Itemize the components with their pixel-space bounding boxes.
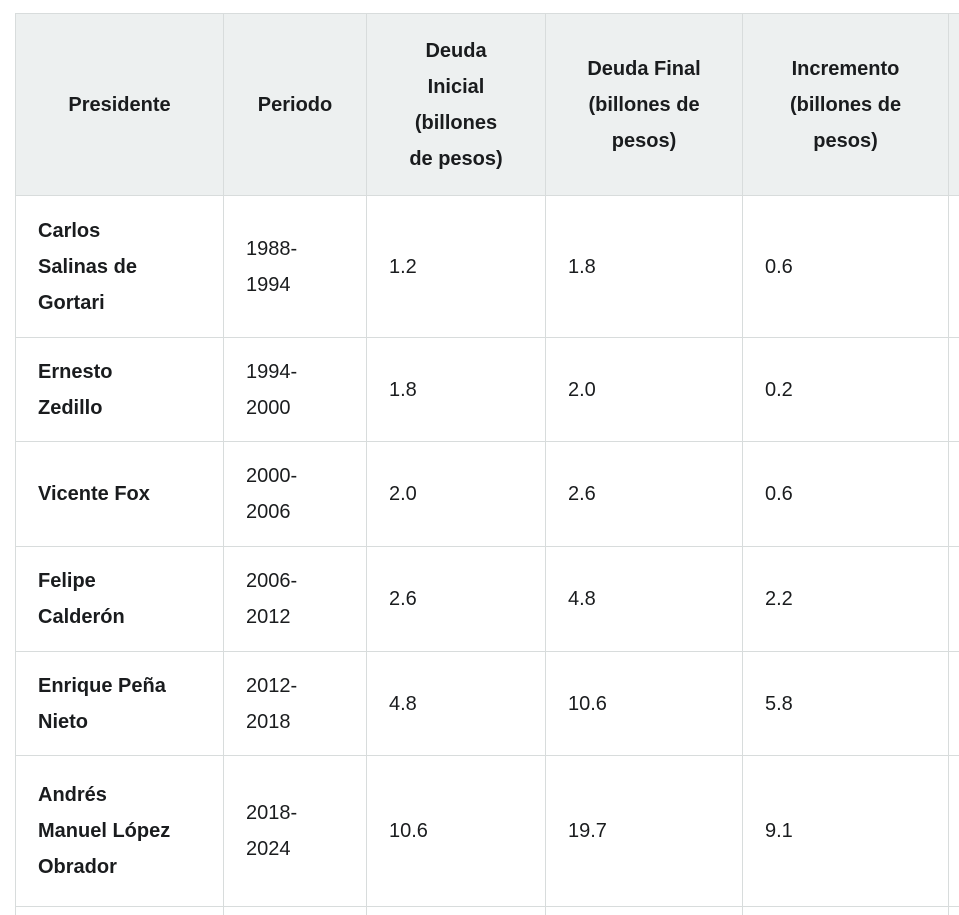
deuda-inicial-value: 4.8 [389,692,417,715]
incremento-value: 2.2 [765,588,793,610]
cell-clipped [948,546,959,652]
cell-presidente: Enrique Peña Nieto [15,651,224,756]
presidents-debt-table: Presidente Periodo Deuda Inicial (billon… [15,13,959,915]
column-header-label: Deuda Final (billones de pesos) [587,57,701,152]
cell-periodo [223,906,367,915]
cell-incremento: 2.2 [742,546,949,652]
incremento-value: 5.8 [765,692,793,715]
cell-presidente: Felipe Calderón [15,546,224,652]
cell-incremento: 0.2 [742,337,949,442]
deuda-inicial-value: 10.6 [389,820,428,842]
table-row: Carlos Salinas de Gortari 1988-1994 1.2 … [15,195,959,338]
cell-clipped [948,651,959,756]
cell-presidente: Vicente Fox [15,441,224,547]
table-row: Enrique Peña Nieto 2012-2018 4.8 10.6 5.… [15,651,959,756]
table-body: Carlos Salinas de Gortari 1988-1994 1.2 … [15,195,959,915]
incremento-value: 0.2 [765,378,793,401]
president-name: Enrique Peña Nieto [38,674,166,733]
cell-presidente: Carlos Salinas de Gortari [15,195,224,338]
header-row: Presidente Periodo Deuda Inicial (billon… [15,13,959,196]
cell-deuda-inicial [366,906,546,915]
cell-clipped [948,755,959,907]
deuda-final-value: 2.0 [568,378,596,401]
column-header-label: Presidente [68,93,171,116]
cell-clipped [948,195,959,338]
column-header-periodo: Periodo [223,13,367,196]
cell-periodo: 1988-1994 [223,195,367,338]
incremento-value: 0.6 [765,483,793,505]
table-row: Andrés Manuel López Obrador 2018-2024 10… [15,755,959,907]
table-header: Presidente Periodo Deuda Inicial (billon… [15,13,959,196]
cell-deuda-final: 4.8 [545,546,743,652]
cell-incremento: 0.6 [742,195,949,338]
cell-deuda-final: 2.6 [545,441,743,547]
deuda-final-value: 19.7 [568,820,607,842]
column-header-label: Periodo [257,93,333,116]
cell-deuda-inicial: 1.8 [366,337,546,442]
president-name: Carlos Salinas de Gortari [38,219,137,314]
cell-periodo: 1994-2000 [223,337,367,442]
cell-deuda-final: 1.8 [545,195,743,338]
cell-periodo: 2006-2012 [223,546,367,652]
column-header-deuda-inicial: Deuda Inicial (billones de pesos) [366,13,546,196]
period-value: 1988-1994 [246,237,298,296]
deuda-final-value: 4.8 [568,588,596,610]
table-row-clipped [15,906,959,915]
period-value: 2012-2018 [246,674,298,733]
cell-periodo: 2000-2006 [223,441,367,547]
column-header-label: Incremento (billones de pesos) [789,57,902,152]
cell-clipped [948,441,959,547]
table-row: Vicente Fox 2000-2006 2.0 2.6 0.6 [15,441,959,547]
cell-incremento: 0.6 [742,441,949,547]
column-header-presidente: Presidente [15,13,224,196]
cell-incremento: 9.1 [742,755,949,907]
cell-deuda-final: 19.7 [545,755,743,907]
cell-deuda-inicial: 1.2 [366,195,546,338]
cell-incremento [742,906,949,915]
cell-periodo: 2012-2018 [223,651,367,756]
cell-deuda-inicial: 2.6 [366,546,546,652]
period-value: 1994-2000 [246,360,298,419]
deuda-inicial-value: 1.2 [389,255,417,278]
period-value: 2000-2006 [246,465,298,523]
deuda-inicial-value: 1.8 [389,378,417,401]
deuda-final-value: 2.6 [568,483,596,505]
deuda-final-value: 1.8 [568,255,596,278]
column-header-incremento: Incremento (billones de pesos) [742,13,949,196]
cell-deuda-final: 2.0 [545,337,743,442]
president-name: Vicente Fox [38,483,150,505]
cell-deuda-inicial: 10.6 [366,755,546,907]
cell-clipped [948,906,959,915]
cell-incremento: 5.8 [742,651,949,756]
column-header-deuda-final: Deuda Final (billones de pesos) [545,13,743,196]
incremento-value: 9.1 [765,820,793,842]
cell-deuda-inicial: 4.8 [366,651,546,756]
deuda-inicial-value: 2.6 [389,588,417,610]
table-row: Felipe Calderón 2006-2012 2.6 4.8 2.2 [15,546,959,652]
table-row: Ernesto Zedillo 1994-2000 1.8 2.0 0.2 [15,337,959,442]
deuda-inicial-value: 2.0 [389,483,417,505]
cell-deuda-final [545,906,743,915]
president-name: Felipe Calderón [38,570,125,628]
deuda-final-value: 10.6 [568,692,607,715]
cell-presidente: Andrés Manuel López Obrador [15,755,224,907]
cell-presidente: Ernesto Zedillo [15,337,224,442]
cell-deuda-inicial: 2.0 [366,441,546,547]
cell-clipped [948,337,959,442]
period-value: 2018-2024 [246,802,298,860]
cell-deuda-final: 10.6 [545,651,743,756]
president-name: Ernesto Zedillo [38,360,113,419]
president-name: Andrés Manuel López Obrador [38,784,171,878]
cell-presidente [15,906,224,915]
period-value: 2006-2012 [246,570,298,628]
column-header-clipped [948,13,959,196]
incremento-value: 0.6 [765,255,793,278]
cell-periodo: 2018-2024 [223,755,367,907]
column-header-label: Deuda Inicial (billones de pesos) [409,39,503,170]
